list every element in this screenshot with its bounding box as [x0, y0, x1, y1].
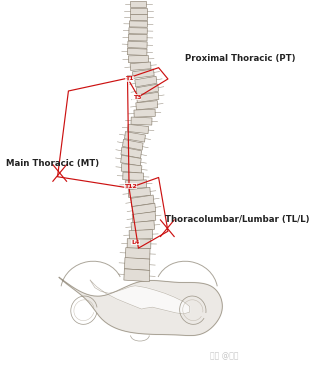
- Bar: [127, 48, 147, 56]
- Bar: [124, 269, 150, 282]
- Bar: [127, 239, 151, 249]
- Bar: [123, 139, 143, 150]
- Text: Thoracolumbar/Lumbar (TL/L): Thoracolumbar/Lumbar (TL/L): [165, 215, 309, 224]
- Text: Main Thoracic (MT): Main Thoracic (MT): [6, 159, 99, 168]
- Text: 知乎 @脊柱: 知乎 @脊柱: [210, 351, 238, 360]
- Text: T1: T1: [125, 76, 133, 82]
- Bar: [130, 8, 147, 14]
- Text: T12: T12: [124, 183, 137, 189]
- Bar: [131, 221, 155, 231]
- Bar: [128, 187, 151, 198]
- Bar: [129, 21, 147, 27]
- Polygon shape: [59, 277, 222, 336]
- Bar: [129, 14, 147, 20]
- Bar: [124, 258, 150, 270]
- Text: Proximal Thoracic (PT): Proximal Thoracic (PT): [185, 54, 295, 63]
- Bar: [128, 34, 147, 41]
- Bar: [121, 155, 141, 166]
- Bar: [131, 117, 152, 125]
- Bar: [132, 69, 154, 79]
- Bar: [128, 41, 147, 49]
- Bar: [134, 109, 155, 117]
- Polygon shape: [90, 280, 190, 314]
- Bar: [125, 180, 146, 189]
- Bar: [121, 164, 142, 173]
- Bar: [129, 27, 147, 34]
- Bar: [130, 62, 151, 70]
- Bar: [131, 195, 154, 206]
- Bar: [123, 172, 143, 180]
- Bar: [128, 124, 149, 133]
- Bar: [128, 55, 148, 63]
- Bar: [121, 147, 142, 158]
- Bar: [136, 84, 159, 95]
- Bar: [130, 1, 146, 7]
- Bar: [126, 248, 150, 259]
- Bar: [129, 230, 153, 240]
- Bar: [135, 76, 157, 87]
- Bar: [132, 203, 156, 215]
- Bar: [132, 212, 156, 223]
- Bar: [137, 92, 159, 103]
- Text: T3: T3: [132, 94, 141, 100]
- Text: L4: L4: [131, 240, 139, 245]
- Bar: [124, 132, 146, 142]
- Bar: [136, 101, 158, 110]
